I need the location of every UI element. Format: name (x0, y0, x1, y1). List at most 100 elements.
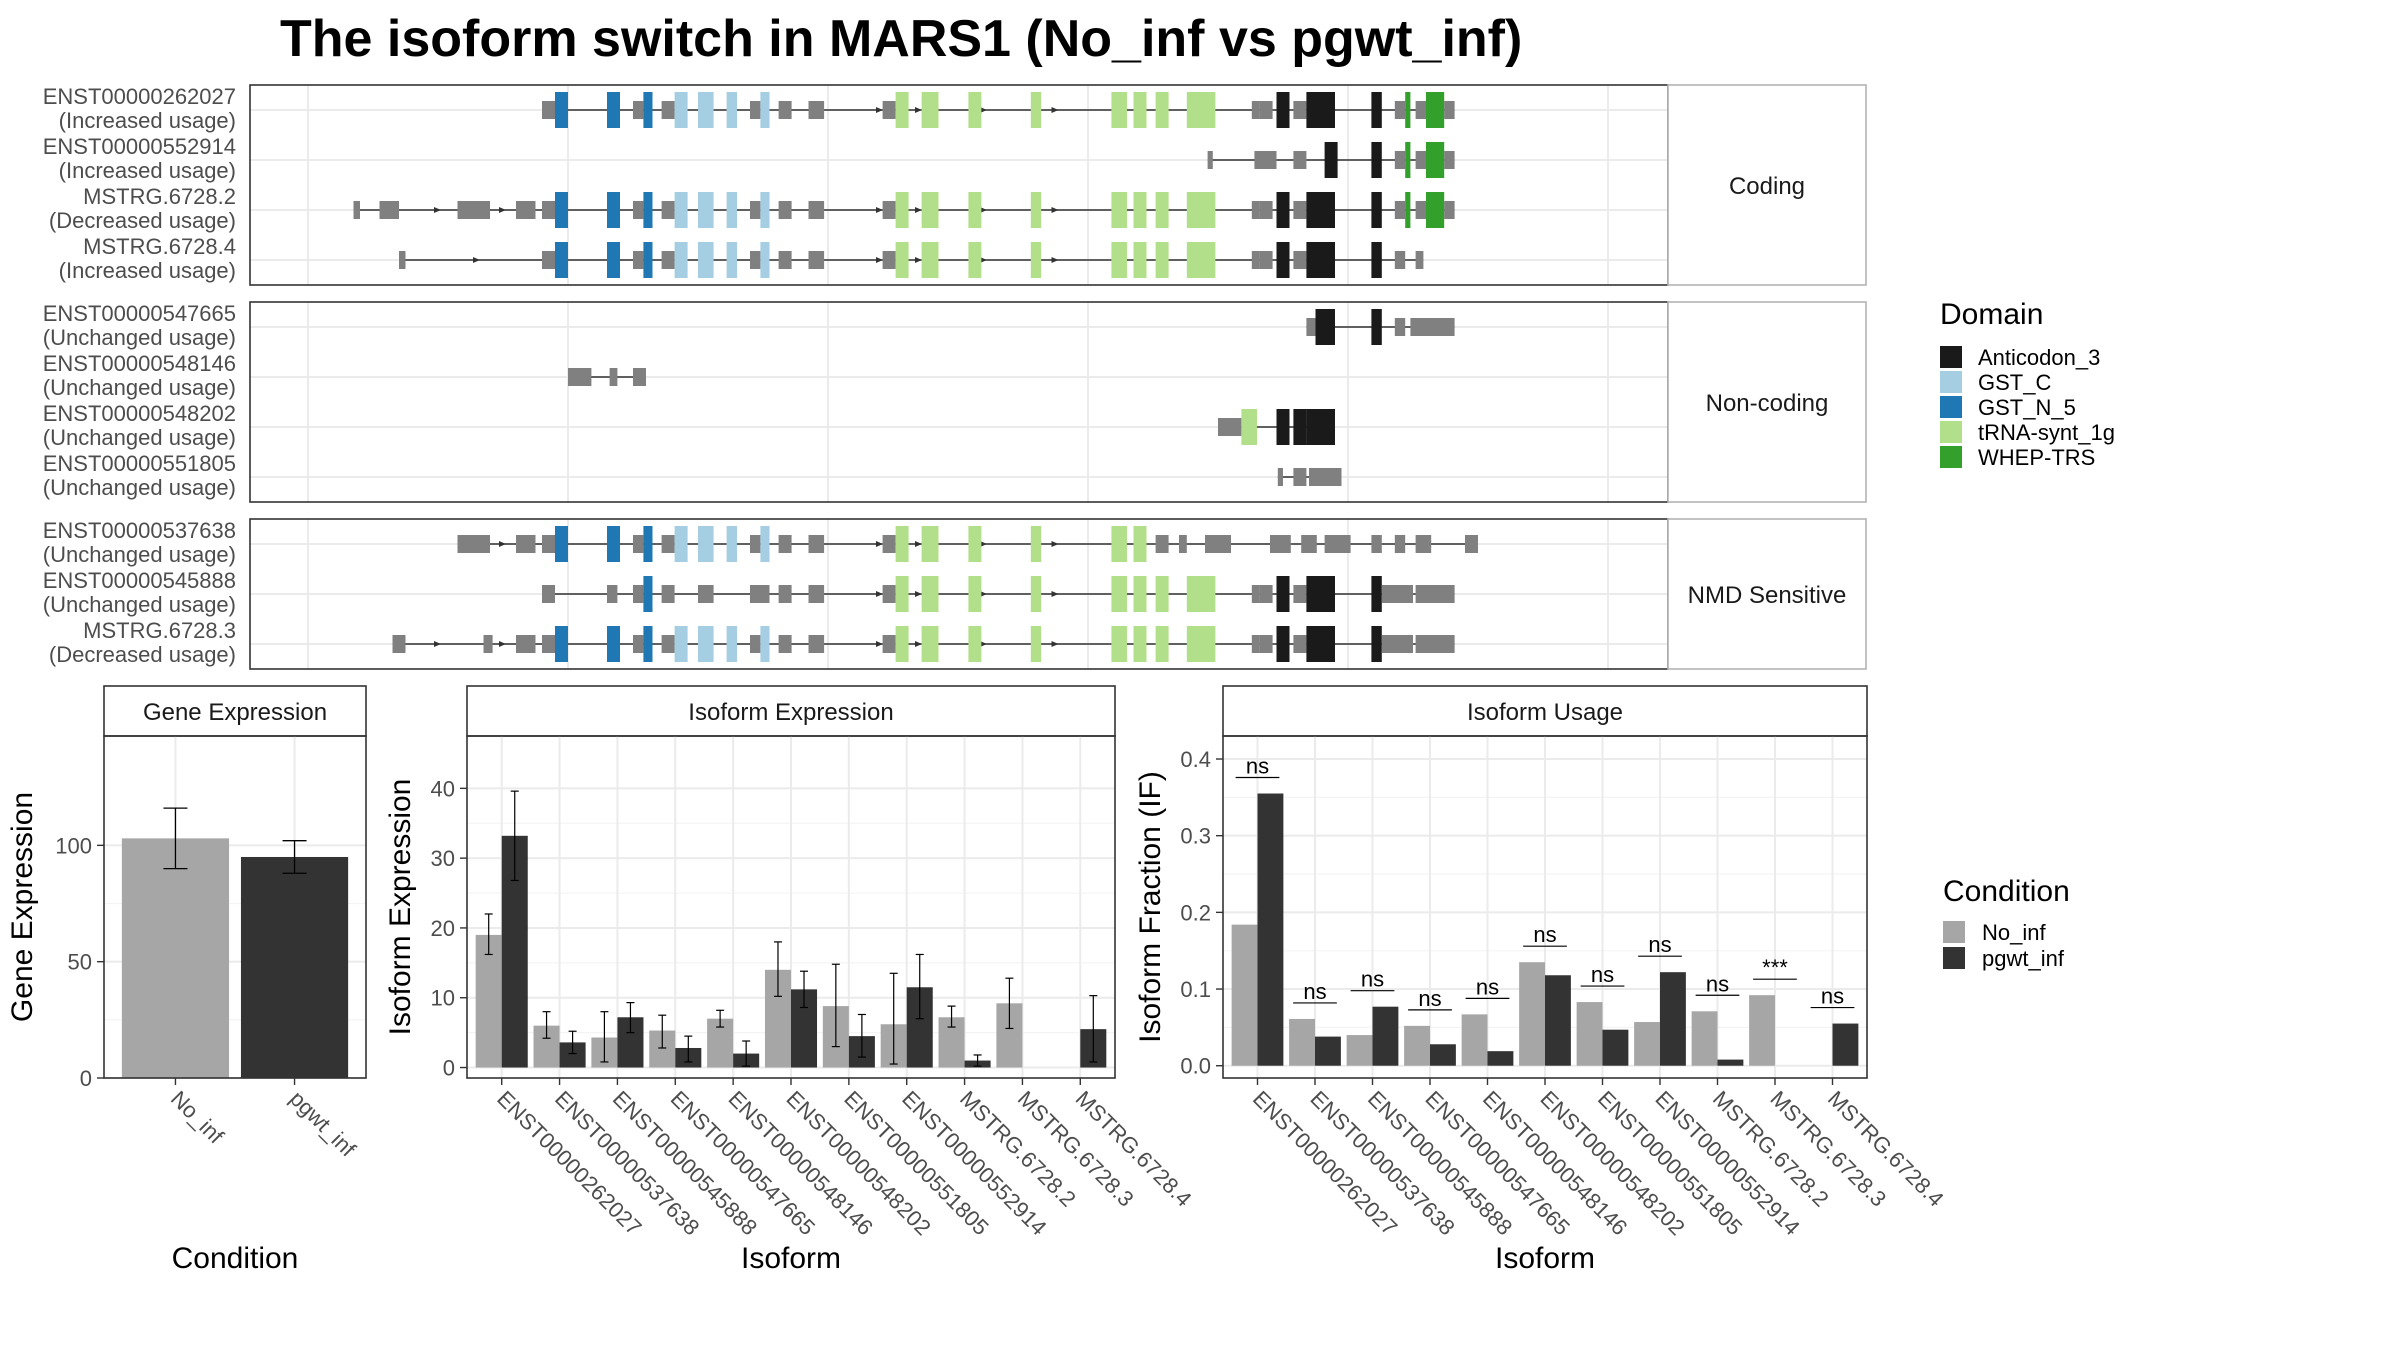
domain-block (607, 526, 620, 562)
exon-block (1444, 101, 1455, 119)
strand-arrow (915, 591, 922, 597)
isoform-row-name: ENST00000545888 (43, 568, 236, 593)
bar (475, 934, 502, 1068)
domain-block (607, 92, 620, 128)
y-tick-label: 0.0 (1180, 1054, 1211, 1079)
bar-panel: Isoform Usage ns ns ns ns ns ns ns ns ns *** ns 0.0 0… (1134, 685, 1949, 1275)
strand-arrow (1051, 107, 1059, 113)
exon-block (1394, 201, 1406, 219)
domain-block (1111, 626, 1127, 662)
bar (240, 856, 349, 1078)
exon-block (1381, 635, 1413, 653)
exon-block (1293, 585, 1307, 603)
strand-arrow (1051, 257, 1059, 263)
domain-block (1371, 142, 1382, 178)
bar (1691, 1011, 1718, 1066)
strand-arrow (915, 641, 922, 647)
domain-block (1405, 92, 1411, 128)
bar (1461, 1014, 1488, 1066)
strand-arrow (499, 207, 506, 213)
domain-block (555, 526, 568, 562)
strand-arrow (980, 207, 987, 213)
significance-label: ns (1361, 967, 1384, 992)
bar (1545, 975, 1571, 1066)
condition-legend-title: Condition (1943, 875, 2070, 908)
facet-label: Non-coding (1706, 390, 1829, 417)
domain-block (1155, 626, 1169, 662)
domain-block (1133, 526, 1147, 562)
y-tick-label: 0.1 (1180, 977, 1211, 1002)
exon-block (661, 251, 675, 269)
domain-block (1426, 92, 1445, 128)
domain-block (760, 526, 770, 562)
domain-block (1030, 526, 1042, 562)
domain-block (921, 576, 939, 612)
facet-background (250, 302, 1668, 502)
exon-block (1415, 535, 1432, 553)
domain-block (968, 92, 982, 128)
domain-block (1306, 192, 1335, 228)
exon-block (778, 535, 792, 553)
domain-block (1030, 92, 1042, 128)
domain-block (1186, 626, 1216, 662)
exon-block (1309, 468, 1342, 486)
isoform-row-status: (Unchanged usage) (43, 592, 236, 617)
domain-block (1241, 409, 1257, 445)
significance-label: ns (1303, 979, 1326, 1004)
isoform-row-status: (Increased usage) (59, 258, 236, 283)
bar (1430, 1044, 1456, 1066)
y-tick-label: 50 (68, 950, 92, 975)
panel-strip (466, 685, 1116, 737)
isoform-row-name: ENST00000552914 (43, 134, 236, 159)
domain-block (1324, 142, 1338, 178)
exon-block (542, 535, 555, 553)
condition-legend-label: pgwt_inf (1982, 946, 2065, 971)
domain-block (643, 576, 653, 612)
exon-block (808, 635, 825, 653)
isoform-row-status: (Unchanged usage) (43, 475, 236, 500)
exon-block (778, 201, 792, 219)
domain-block (968, 192, 982, 228)
exon-block (1251, 635, 1260, 653)
isoform-row-name: ENST00000551805 (43, 451, 236, 476)
exon-block (633, 585, 644, 603)
y-tick-label: 0.2 (1180, 900, 1211, 925)
isoform-row-status: (Increased usage) (59, 108, 236, 133)
exon-block (1415, 201, 1426, 219)
panel-strip (1222, 685, 1868, 737)
x-axis-title: Condition (172, 1242, 299, 1275)
domain-legend-label: Anticodon_3 (1978, 345, 2100, 370)
strand-arrow (980, 641, 987, 647)
domain-block (895, 526, 909, 562)
exon-block (1293, 151, 1307, 169)
exon-block (1207, 151, 1213, 169)
isoform-row-status: (Decreased usage) (49, 208, 236, 233)
panel-strip (103, 685, 367, 737)
exon-block (1259, 101, 1273, 119)
y-axis-title: Gene Expression (6, 792, 39, 1022)
exon-block (457, 201, 490, 219)
exon-block (353, 201, 360, 219)
exon-block (661, 201, 675, 219)
domain-block (1186, 92, 1216, 128)
exon-block (399, 251, 406, 269)
exon-block (633, 635, 644, 653)
bar (1832, 1023, 1859, 1066)
condition-legend-label: No_inf (1982, 920, 2046, 945)
strand-arrow (876, 107, 883, 113)
exon-block (698, 585, 714, 603)
domain-block (1371, 309, 1382, 345)
exon-block (778, 635, 792, 653)
domain-block (607, 242, 620, 278)
domain-block (1315, 309, 1335, 345)
bar (1372, 1006, 1399, 1066)
strand-arrow (876, 591, 883, 597)
strand-arrow (876, 641, 883, 647)
domain-block (607, 626, 620, 662)
exon-block (1179, 535, 1187, 553)
exon-block (1293, 251, 1307, 269)
domain-block (968, 626, 982, 662)
domain-block (555, 192, 568, 228)
domain-block (1030, 626, 1042, 662)
